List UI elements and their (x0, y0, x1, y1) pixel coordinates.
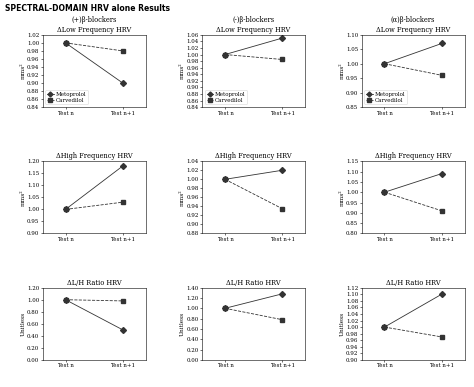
Title: (+)β-blockers
ΔLow Frequency HRV: (+)β-blockers ΔLow Frequency HRV (57, 15, 131, 34)
Title: ΔHigh Frequency HRV: ΔHigh Frequency HRV (56, 152, 132, 161)
Y-axis label: Unitless: Unitless (180, 312, 185, 336)
Y-axis label: mms²: mms² (339, 63, 345, 79)
Title: ΔL/H Ratio HRV: ΔL/H Ratio HRV (386, 279, 440, 287)
Text: SPECTRAL-DOMAIN HRV alone Results: SPECTRAL-DOMAIN HRV alone Results (5, 4, 170, 13)
Y-axis label: Unitless: Unitless (339, 312, 345, 336)
Y-axis label: mms²: mms² (180, 63, 185, 79)
Title: ΔL/H Ratio HRV: ΔL/H Ratio HRV (67, 279, 121, 287)
Y-axis label: mms²: mms² (20, 189, 26, 205)
Title: ΔHigh Frequency HRV: ΔHigh Frequency HRV (215, 152, 292, 161)
Y-axis label: mms²: mms² (339, 189, 345, 205)
Y-axis label: Unitless: Unitless (20, 312, 26, 336)
Y-axis label: mms²: mms² (180, 189, 185, 205)
Legend: Metoprolol, Carvedilol: Metoprolol, Carvedilol (365, 90, 407, 104)
Legend: Metoprolol, Carvedilol: Metoprolol, Carvedilol (205, 90, 247, 104)
Title: (-)β-blockers
ΔLow Frequency HRV: (-)β-blockers ΔLow Frequency HRV (217, 15, 291, 34)
Title: (α)β-blockers
ΔLow Frequency HRV: (α)β-blockers ΔLow Frequency HRV (376, 15, 450, 34)
Legend: Metoprolol, Carvedilol: Metoprolol, Carvedilol (46, 90, 88, 104)
Title: ΔL/H Ratio HRV: ΔL/H Ratio HRV (226, 279, 281, 287)
Title: ΔHigh Frequency HRV: ΔHigh Frequency HRV (375, 152, 451, 161)
Y-axis label: mms²: mms² (20, 63, 26, 79)
